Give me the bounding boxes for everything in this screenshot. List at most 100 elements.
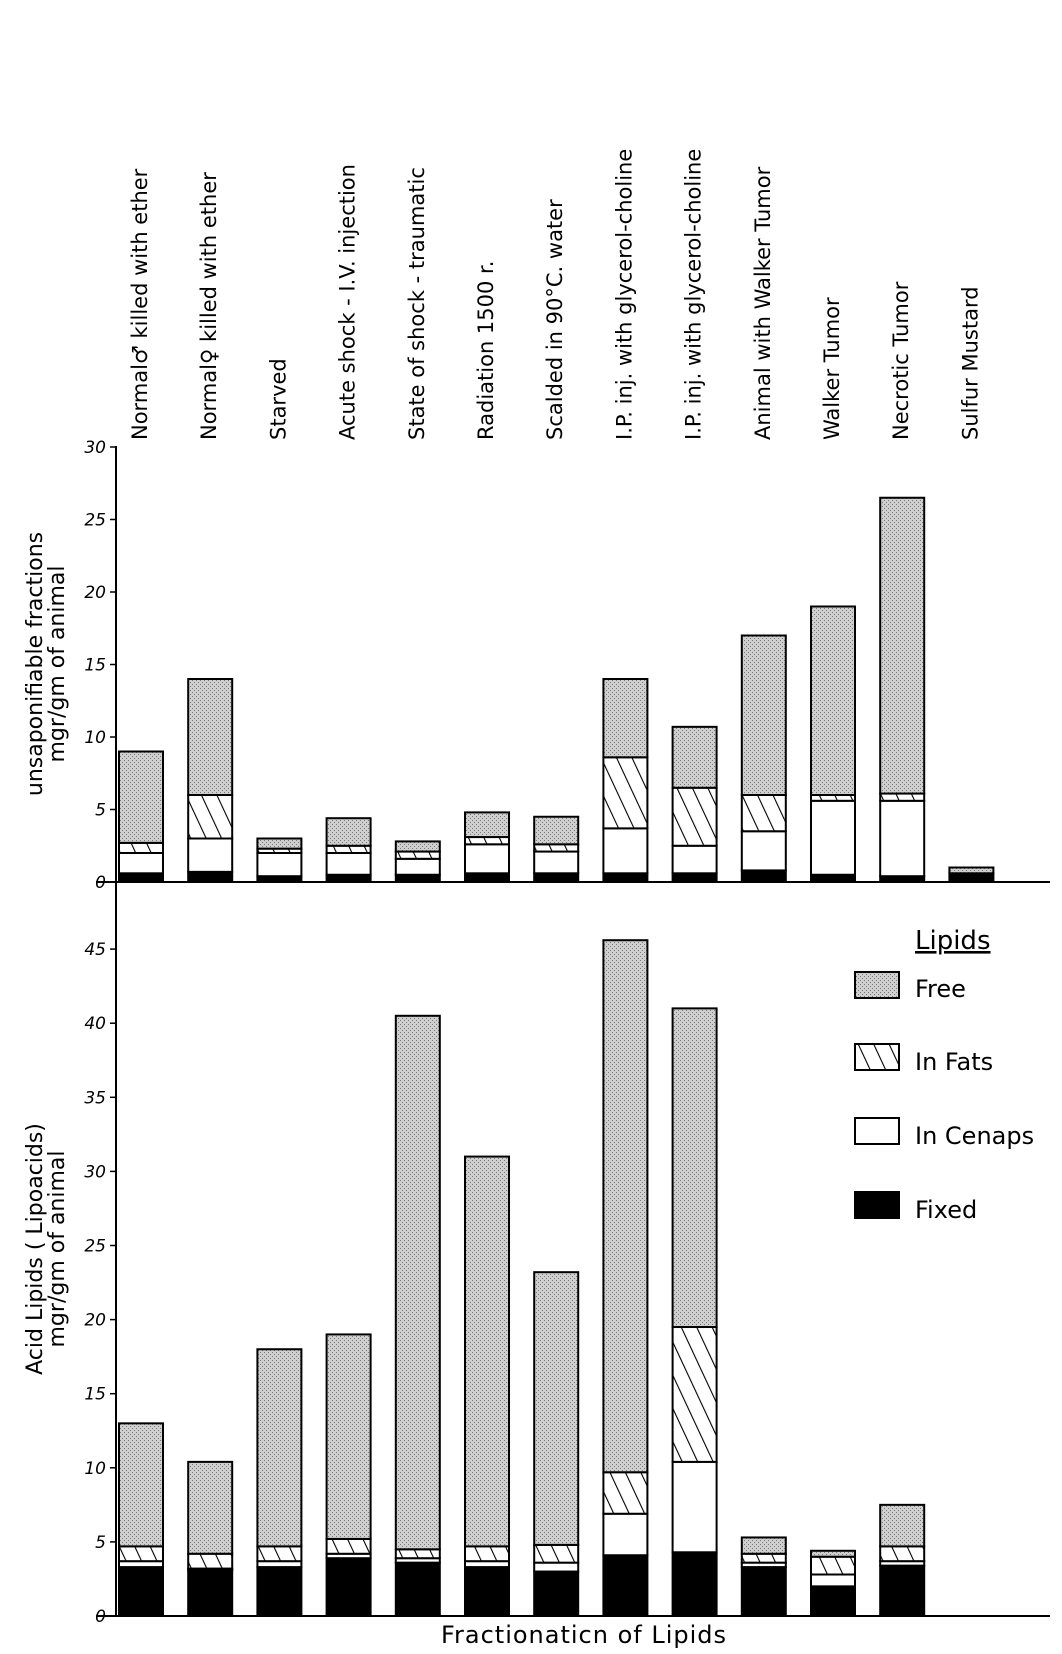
top-bar-10-free: [740, 634, 787, 796]
bottom-panel-tick-label-30: 30: [84, 1162, 106, 1182]
category-label-3: Starved: [266, 358, 290, 440]
top-bar-8-in-cenaps: [602, 827, 649, 875]
category-label-10: Animal with Walker Tumor: [751, 166, 775, 440]
top-bar-11-fixed: [810, 873, 856, 883]
category-label-2: Normal♀ killed with ether: [197, 172, 221, 440]
bottom-bar-4-free: [325, 1333, 372, 1540]
bottom-panel-tick-label-5: 5: [95, 1533, 106, 1553]
bottom-bar-12-free: [879, 1503, 926, 1548]
top-bar-6-free: [464, 811, 510, 839]
legend-swatch-free: [854, 971, 900, 999]
top-panel-tick-label-5: 5: [95, 801, 106, 821]
ticks-layer: 0 5 10 15 20 25 30 0 5 10 15 20 25 30 35 40 45: [84, 438, 116, 1627]
bottom-bar-9-in-cenaps: [671, 1460, 718, 1554]
category-label-13: Sulfur Mustard: [958, 286, 982, 440]
top-panel-tick-label-0: 0: [95, 873, 106, 893]
bottom-bar-4-in-fats: [325, 1537, 372, 1555]
bottom-bar-10-free: [740, 1536, 787, 1555]
category-labels-layer: Normal♂ killed with ether Normal♀ killed …: [128, 149, 982, 440]
bottom-bar-9-free: [671, 1007, 718, 1329]
top-bar-11-free: [810, 605, 856, 796]
bottom-bar-4-fixed: [325, 1557, 372, 1618]
bottom-panel-tick-label-0: 0: [95, 1607, 106, 1627]
bottom-bar-5-in-fats: [394, 1548, 441, 1560]
top-panel-y-label-line2: mgr/gm of animal: [45, 565, 70, 762]
top-bar-2-in-cenaps: [187, 837, 234, 873]
bottom-bar-11-in-cenaps: [810, 1573, 856, 1588]
legend-label-fixed: Fixed: [915, 1196, 977, 1224]
top-bar-13-fixed: [948, 872, 995, 883]
category-label-9: I.P. inj. with glycerol-choline: [682, 149, 706, 440]
top-bar-10-in-cenaps: [740, 830, 787, 872]
top-bar-7-fixed: [533, 872, 580, 883]
bottom-panel-tick-label-40: 40: [84, 1014, 106, 1034]
category-label-1: Normal♂ killed with ether: [128, 168, 152, 440]
top-bar-5-in-cenaps: [394, 857, 441, 876]
bottom-bar-2-free: [187, 1460, 234, 1555]
top-bar-8-free: [602, 678, 649, 759]
top-bar-4-fixed: [325, 873, 372, 883]
bottom-bar-9-fixed: [671, 1551, 718, 1618]
top-bar-5-free: [394, 840, 441, 853]
bottom-bar-7-free: [533, 1271, 580, 1546]
top-bar-8-in-fats: [602, 756, 649, 830]
top-bar-12-in-cenaps: [879, 799, 926, 878]
top-bar-9-free: [671, 725, 718, 789]
bottom-bar-7-fixed: [533, 1570, 580, 1618]
top-panel-y-label-line1: unsaponifiable fractions: [23, 532, 48, 796]
top-bar-4-in-fats: [325, 844, 372, 854]
top-bar-2-fixed: [187, 870, 234, 883]
top-bar-12-in-fats: [879, 792, 926, 802]
bottom-bar-9-in-fats: [671, 1326, 718, 1463]
top-bar-5-fixed: [394, 873, 441, 883]
top-bar-4-in-cenaps: [325, 852, 372, 876]
top-panel-tick-label-25: 25: [84, 511, 106, 531]
legend-label-free: Free: [915, 975, 966, 1003]
bottom-bar-3-in-fats: [256, 1545, 303, 1563]
top-bar-10-in-fats: [740, 794, 787, 833]
legend-swatch-fixed: [854, 1191, 900, 1219]
top-panel-tick-label-30: 30: [84, 438, 106, 458]
top-bar-2-in-fats: [187, 794, 234, 840]
top-bar-9-in-fats: [671, 786, 718, 847]
category-label-8: I.P. inj. with glycerol-choline: [612, 149, 636, 440]
top-bar-7-free: [533, 815, 580, 846]
bottom-bar-8-in-fats: [602, 1471, 649, 1515]
top-bar-1-free: [118, 750, 164, 844]
bottom-bar-11-fixed: [810, 1585, 856, 1617]
bottom-bar-1-fixed: [118, 1566, 164, 1617]
legend-label-in-cenaps: In Cenaps: [915, 1122, 1034, 1150]
bottom-panel-tick-label-20: 20: [84, 1311, 106, 1331]
top-bar-7-in-fats: [533, 843, 580, 853]
top-bar-1-in-cenaps: [118, 852, 164, 875]
top-bar-2-free: [187, 678, 234, 796]
bottom-bar-10-fixed: [740, 1566, 787, 1617]
top-bar-9-fixed: [671, 872, 718, 883]
bottom-panel-tick-label-45: 45: [84, 940, 106, 960]
top-panel-tick-label-10: 10: [84, 728, 106, 748]
top-panel-tick-label-15: 15: [84, 656, 106, 676]
bottom-panel-tick-label-35: 35: [84, 1088, 106, 1108]
top-bar-1-fixed: [118, 872, 164, 883]
top-bar-3-free: [256, 837, 303, 850]
top-bar-1-in-fats: [118, 841, 164, 854]
bottom-bar-6-in-fats: [464, 1545, 510, 1563]
top-bar-10-fixed: [740, 869, 787, 884]
category-label-11: Walker Tumor: [820, 297, 844, 440]
bottom-bar-2-fixed: [187, 1569, 234, 1617]
bottom-bar-5-free: [394, 1014, 441, 1551]
bottom-bar-8-in-cenaps: [602, 1512, 649, 1557]
x-axis-label: Fractionaticn of Lipids: [441, 1621, 727, 1649]
top-bar-5-in-fats: [394, 850, 441, 860]
bottom-bar-8-fixed: [602, 1554, 649, 1618]
bottom-bar-7-in-cenaps: [533, 1561, 580, 1573]
bottom-bar-1-free: [118, 1422, 164, 1548]
top-bar-6-in-fats: [464, 836, 510, 846]
category-label-7: Scalded in 90°C. water: [543, 199, 567, 440]
bottom-bar-2-in-fats: [187, 1552, 234, 1570]
category-label-4: Acute shock - I.V. injection: [336, 164, 360, 440]
top-bar-7-in-cenaps: [533, 850, 580, 875]
category-label-6: Radiation 1500 r.: [474, 261, 498, 440]
bottom-bar-6-free: [464, 1155, 510, 1548]
